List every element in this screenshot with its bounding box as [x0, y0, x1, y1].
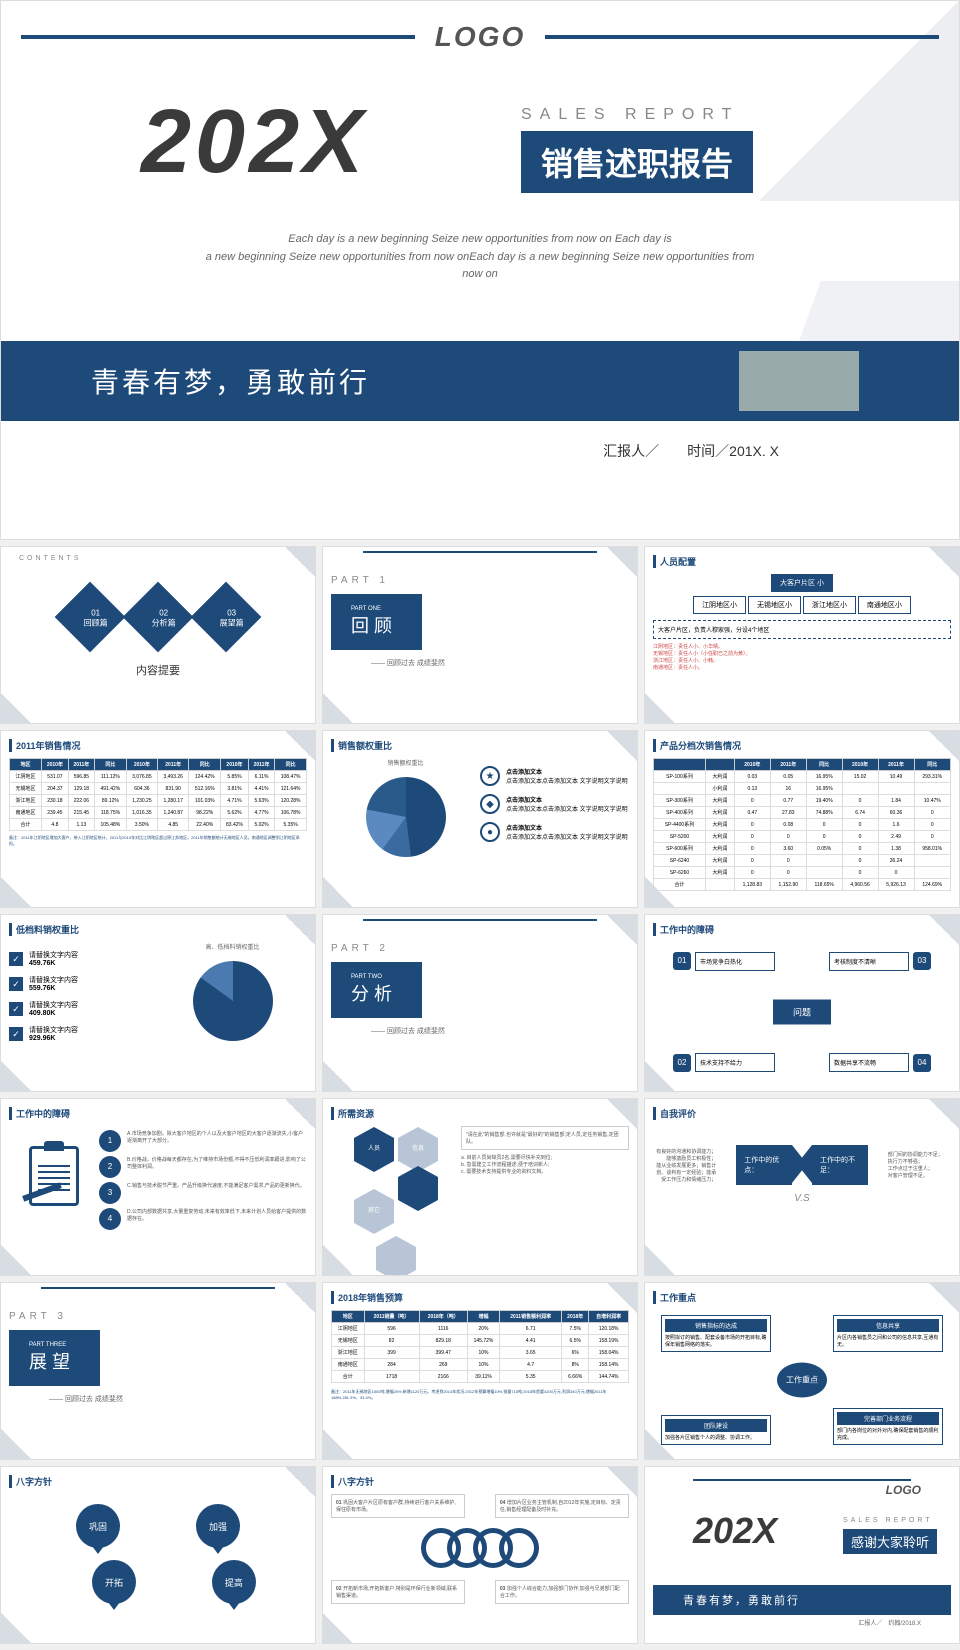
- thumb-obstacles: 工作中的障碍 1A.市场竞争加剧。除大客户地区的个人以及大客户地区的大客户逐渐流…: [0, 1098, 316, 1276]
- p2-sub: —— 回顾过去 成绩斐然: [371, 1026, 629, 1036]
- p3-label: PART 3: [9, 1311, 307, 1322]
- thumb-contents: CONTENTS 01回顾篇 02分析篇 03展望篇 内容提要: [0, 546, 316, 724]
- p1-ribbon: PART ONE 回 顾: [331, 594, 422, 650]
- p3-ribbon: PART THREE 展 望: [9, 1330, 100, 1386]
- subtitle-cn-label: 销售述职报告: [521, 131, 753, 193]
- thumb-thanks: LOGO 202X SALES REPORT 感谢大家聆听 青春有梦，勇敢前行 …: [644, 1466, 960, 1644]
- sub-l1: Each day is a new beginning Seize new op…: [1, 231, 959, 249]
- contents-footer: 内容提要: [9, 662, 307, 678]
- product-table: 2010年2011年同比2010年2011年同比 SP-100系列大利润0.03…: [653, 758, 951, 891]
- focus-title: 工作重点: [653, 1291, 951, 1304]
- banner-text: 青春有梦，勇敢前行: [91, 361, 370, 401]
- thumb-part3: PART 3 PART THREE 展 望 —— 回顾过去 成绩斐然: [0, 1282, 316, 1460]
- thumb-pie-weight: 销售额权重比 销售额权重比 ★点击添加文本点击添加文本点击添加文本 文字说明文字…: [322, 730, 638, 908]
- thanks-logo: LOGO: [886, 1483, 921, 1497]
- thumb-part2: PART 2 PART TWO 分 析 —— 回顾过去 成绩斐然: [322, 914, 638, 1092]
- thanks-en: SALES REPORT: [843, 1517, 933, 1524]
- reporter: 汇报人／ 时间／201X. X: [603, 441, 779, 461]
- thanks-banner: 青春有梦，勇敢前行: [653, 1585, 951, 1615]
- sub-l2: a new beginning Seize new opportunities …: [1, 249, 959, 267]
- thumb-problems: 工作中的障碍 问题 01 市场竞争白热化 02 技术支持不给力 03 考核制度不…: [644, 914, 960, 1092]
- lowgrade-pie: [193, 961, 273, 1041]
- thanks-foot: 汇报人／ 约翰/2018.X: [858, 1618, 921, 1627]
- sales-title: 2011年销售情况: [9, 739, 307, 752]
- diamond-row: 01回顾篇 02分析篇 03展望篇: [9, 592, 307, 642]
- pie-chart: [366, 777, 446, 857]
- clipboard-icon: [29, 1146, 79, 1206]
- obstacles-title: 工作中的障碍: [9, 1107, 307, 1120]
- budget-table: 地区2011销量（吨）2018年（吨）增幅2011销售额利润率2018年自增利润…: [331, 1310, 629, 1383]
- p1-label: PART 1: [331, 575, 629, 586]
- org-desc: 大客户片区，负责人穆家强，分设4个地区: [653, 620, 951, 639]
- p2-ribbon: PART TWO 分 析: [331, 962, 422, 1018]
- thumb-sales2011: 2011年销售情况 地区2010年2011年同比2010年2011年同比2010…: [0, 730, 316, 908]
- thumb-org: 人员配置 大客户片区 小 江阴地区小 无锡地区小 浙江地区小 南通地区小 大客户…: [644, 546, 960, 724]
- p2-label: PART 2: [331, 943, 629, 954]
- thumb-low-grade: 低档料销权重比 ✓请替换文字内容459.76K ✓请替换文字内容559.76K …: [0, 914, 316, 1092]
- subtitle-text: Each day is a new beginning Seize new op…: [1, 231, 959, 284]
- resources-title: 所需资源: [331, 1107, 629, 1120]
- title-slide: LOGO 202X SALES REPORT 销售述职报告 Each day i…: [0, 0, 960, 540]
- product-title: 产品分档次销售情况: [653, 739, 951, 752]
- thumb-budget: 2018年销售预算 地区2011销量（吨）2018年（吨）增幅2011销售额利润…: [322, 1282, 638, 1460]
- thumb-product-sales: 产品分档次销售情况 2010年2011年同比2010年2011年同比 SP-10…: [644, 730, 960, 908]
- thumb-part1: PART 1 PART ONE 回 顾 —— 回顾过去 成绩斐然: [322, 546, 638, 724]
- thumb-eight-detail: 八字方针 01 巩固大客户片区原有客户群,持续进行客户关系维护,保住原有市场。 …: [322, 1466, 638, 1644]
- year: 202X: [141, 91, 367, 194]
- eight-detail-title: 八字方针: [331, 1475, 629, 1488]
- subtitle-en-label: SALES REPORT: [521, 106, 739, 124]
- thumb-resources: 所需资源 人员信息 其它 "请在此"的销售部,也许就是"最好的"的销售部;定人员…: [322, 1098, 638, 1276]
- contents-header: CONTENTS: [19, 555, 307, 562]
- thanks-year: 202X: [693, 1510, 777, 1552]
- logo-text: LOGO: [435, 21, 525, 53]
- banner-photo: [739, 351, 859, 411]
- problems-title: 工作中的障碍: [653, 923, 951, 936]
- banner: 青春有梦，勇敢前行: [1, 341, 959, 421]
- thumb-self-eval: 自我评价 有良好的沟通和协调能力；能够激励员工积极性；能从业绩发展更多；销售计划…: [644, 1098, 960, 1276]
- thumb-eight-char: 八字方针 巩固 加强 开拓 提高: [0, 1466, 316, 1644]
- sales-table: 地区2010年2011年同比2010年2011年同比2010年2011年同比 江…: [9, 758, 307, 831]
- logo-bar: LOGO: [1, 21, 959, 53]
- thanks-cn: 感谢大家聆听: [843, 1529, 937, 1554]
- thumb-focus: 工作重点 工作重点 销售指标的达成按照拟订的销售、配套设备市场的开拓目标,确保年…: [644, 1282, 960, 1460]
- sub-l3: now on: [1, 266, 959, 284]
- eight-title: 八字方针: [9, 1475, 307, 1488]
- p1-sub: —— 回顾过去 成绩斐然: [371, 658, 629, 668]
- lowgrade-title: 低档料销权重比: [9, 923, 307, 936]
- ring-icon: [499, 1528, 539, 1568]
- slide-grid: CONTENTS 01回顾篇 02分析篇 03展望篇 内容提要 PART 1 P…: [0, 540, 960, 1650]
- selfeval-title: 自我评价: [653, 1107, 951, 1120]
- pie-title: 销售额权重比: [331, 739, 629, 752]
- p3-sub: —— 回顾过去 成绩斐然: [49, 1394, 307, 1404]
- org-title: 人员配置: [653, 555, 951, 568]
- budget-title: 2018年销售预算: [331, 1291, 629, 1304]
